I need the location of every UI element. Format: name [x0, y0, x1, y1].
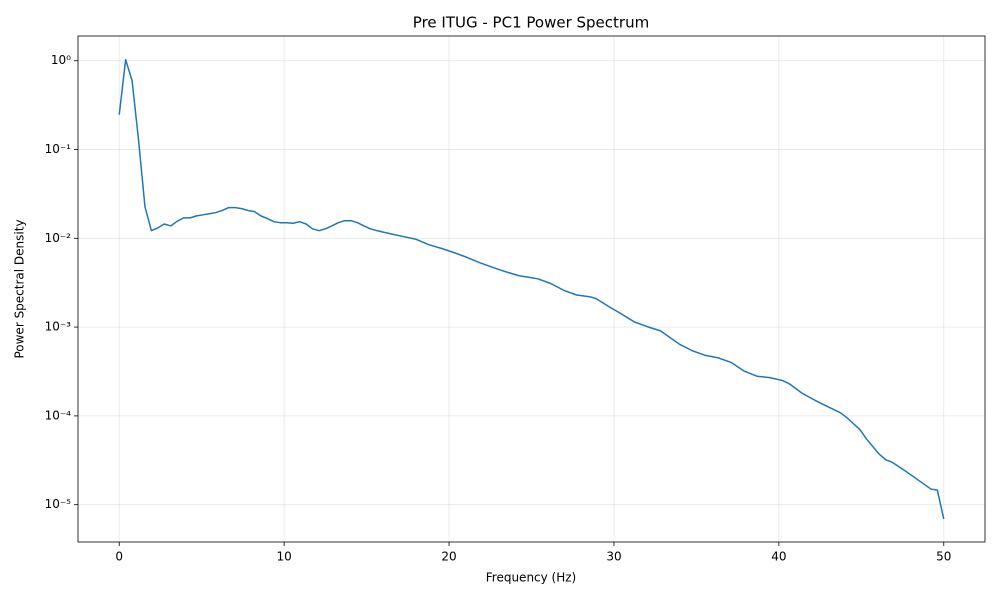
y-tick-label: 10⁻⁵ — [45, 497, 72, 511]
x-tick-label: 30 — [606, 550, 621, 564]
spectrum-line — [118, 58, 945, 520]
x-tick-label: 50 — [936, 550, 951, 564]
x-tick-label: 20 — [441, 550, 456, 564]
y-tick-label: 10⁻⁴ — [45, 408, 72, 422]
y-tick-label: 10⁻² — [45, 231, 72, 245]
chart-title: Pre ITUG - PC1 Power Spectrum — [413, 14, 649, 32]
y-tick-label: 10⁰ — [51, 53, 71, 67]
x-axis-label: Frequency (Hz) — [486, 571, 577, 585]
x-tick-label: 10 — [276, 550, 291, 564]
y-tick-label: 10⁻¹ — [45, 142, 72, 156]
x-tick-label: 0 — [115, 550, 123, 564]
x-tick-label: 40 — [771, 550, 786, 564]
y-tick-label: 10⁻³ — [45, 320, 72, 334]
plot-frame — [77, 35, 986, 543]
y-axis-label: Power Spectral Density — [13, 219, 27, 358]
